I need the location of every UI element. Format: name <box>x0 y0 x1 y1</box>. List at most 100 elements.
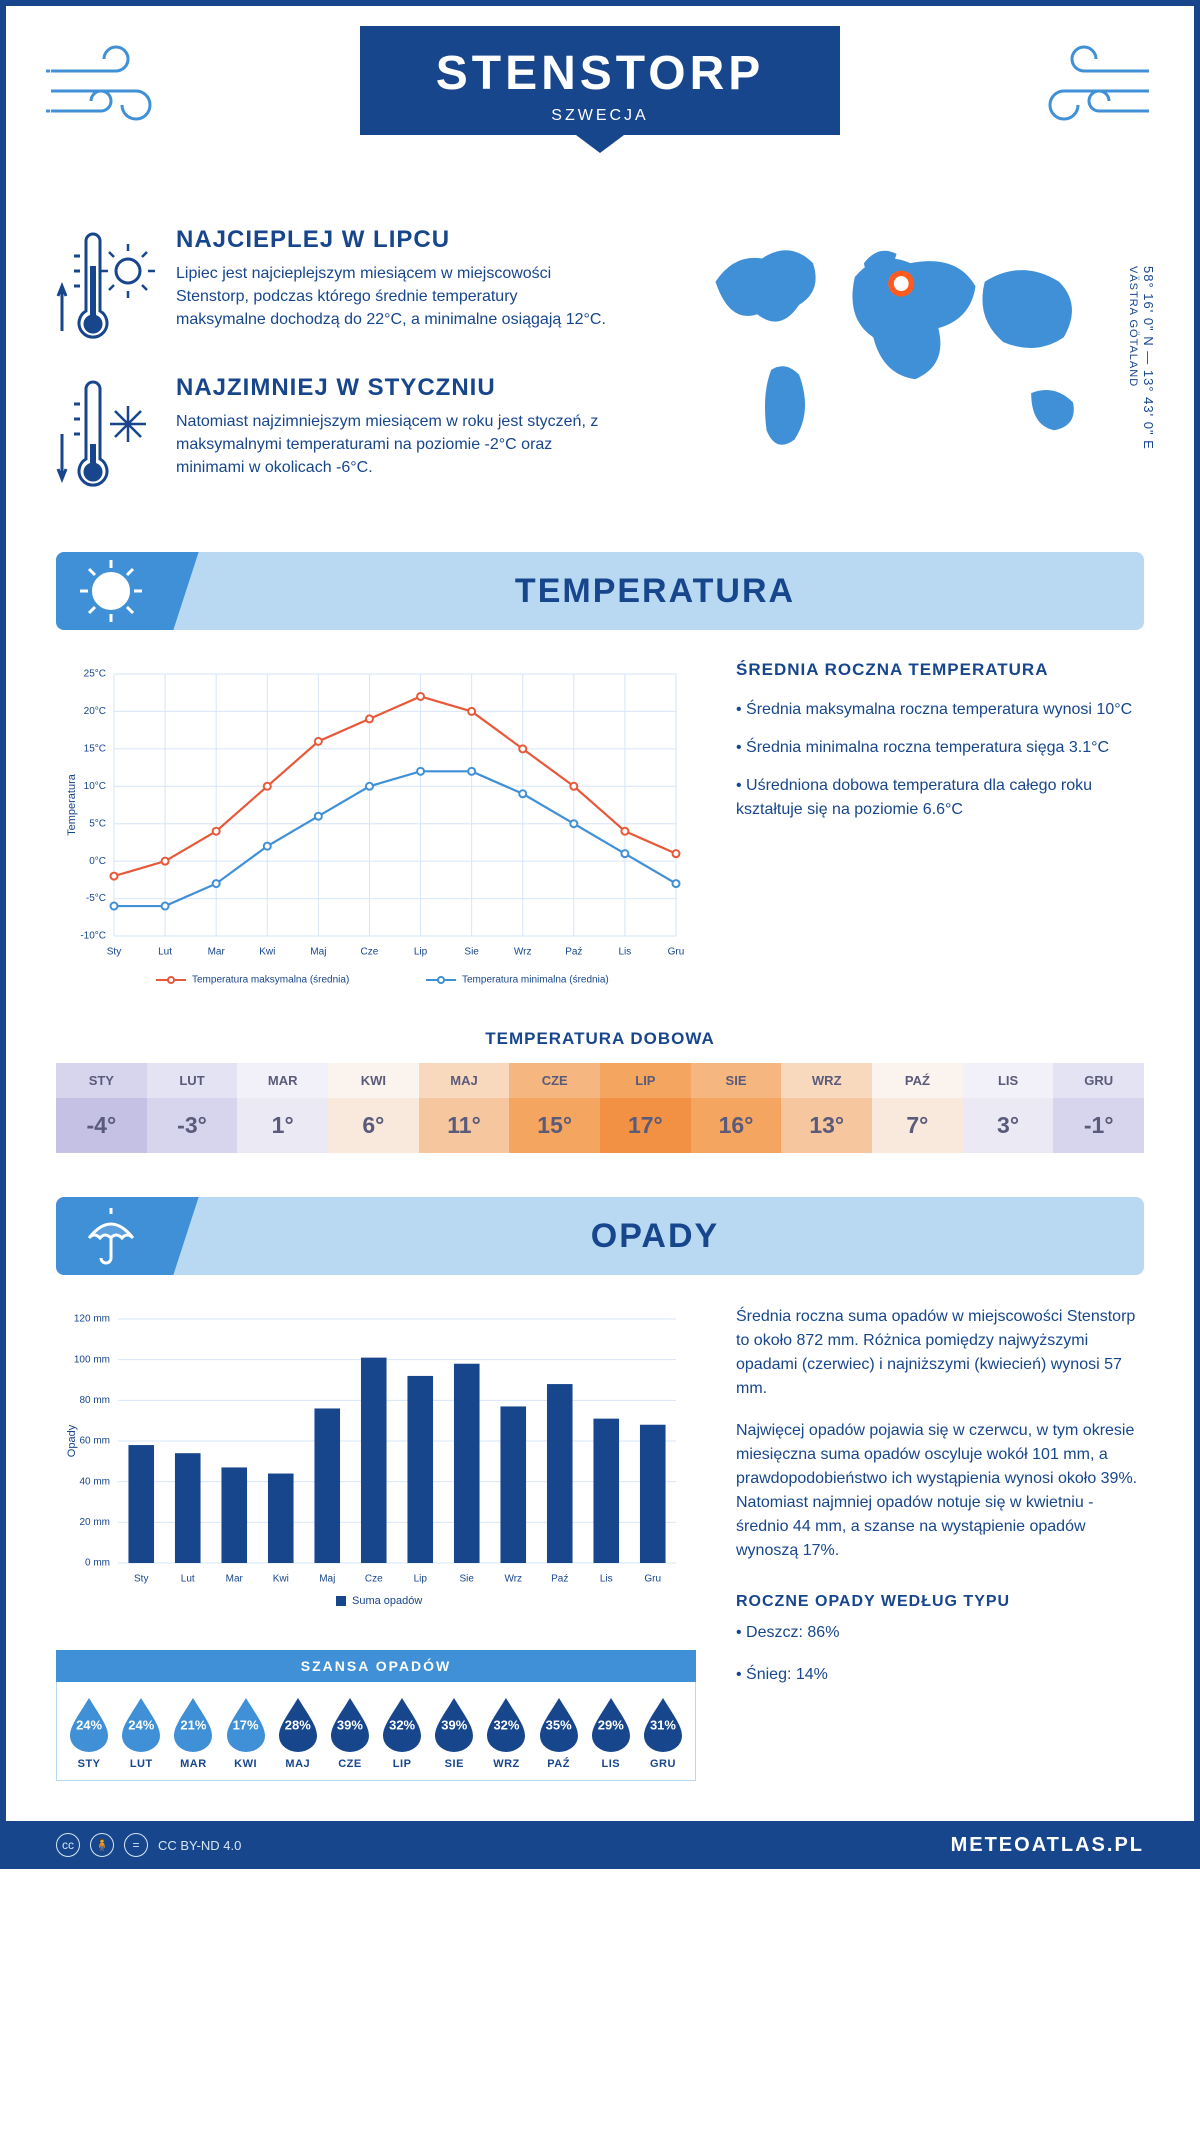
temperature-summary: ŚREDNIA ROCZNA TEMPERATURA • Średnia mak… <box>736 660 1144 1005</box>
footer: cc 🧍 = CC BY-ND 4.0 METEOATLAS.PL <box>6 1821 1194 1869</box>
svg-text:-5°C: -5°C <box>86 893 106 904</box>
svg-text:Mar: Mar <box>226 1574 244 1585</box>
cc-icon: cc <box>56 1833 80 1857</box>
svg-text:20 mm: 20 mm <box>79 1517 110 1528</box>
nd-icon: = <box>124 1833 148 1857</box>
city-name: STENSTORP <box>370 46 830 101</box>
svg-text:Sty: Sty <box>134 1574 148 1585</box>
rain-chance-cell: 21%MAR <box>167 1696 219 1770</box>
coldest-title: NAJZIMNIEJ W STYCZNIU <box>176 374 610 402</box>
rain-chance-cell: 39%CZE <box>324 1696 376 1770</box>
rain-type-item: • Deszcz: 86% <box>736 1621 1144 1645</box>
rain-chance-cell: 24%LUT <box>115 1696 167 1770</box>
svg-text:Opady: Opady <box>66 1424 78 1457</box>
temp-bullet: • Średnia maksymalna roczna temperatura … <box>736 698 1144 722</box>
rain-chance-title: SZANSA OPADÓW <box>56 1650 696 1682</box>
temp-cell: MAR1° <box>237 1063 328 1153</box>
rain-chance-cell: 29%LIS <box>585 1696 637 1770</box>
daily-temp-title: TEMPERATURA DOBOWA <box>56 1029 1144 1049</box>
country-name: SZWECJA <box>370 107 830 125</box>
svg-text:Temperatura: Temperatura <box>66 773 78 836</box>
intro-row: NAJCIEPLEJ W LIPCU Lipiec jest najcieple… <box>56 226 1144 522</box>
temperature-section-header: TEMPERATURA <box>56 552 1144 630</box>
rain-chance-cell: 24%STY <box>63 1696 115 1770</box>
svg-text:Sie: Sie <box>464 947 479 958</box>
svg-text:Kwi: Kwi <box>273 1574 289 1585</box>
warmest-title: NAJCIEPLEJ W LIPCU <box>176 226 610 254</box>
svg-text:Maj: Maj <box>319 1574 335 1585</box>
svg-text:Lis: Lis <box>619 947 632 958</box>
svg-text:120 mm: 120 mm <box>74 1314 110 1325</box>
svg-text:20°C: 20°C <box>84 706 106 717</box>
temp-cell: GRU-1° <box>1053 1063 1144 1153</box>
precipitation-bar-chart: 0 mm20 mm40 mm60 mm80 mm100 mm120 mmOpad… <box>56 1305 696 1625</box>
rain-paragraph: Najwięcej opadów pojawia się w czerwcu, … <box>736 1419 1144 1563</box>
by-icon: 🧍 <box>90 1833 114 1857</box>
temp-bullet: • Średnia minimalna roczna temperatura s… <box>736 736 1144 760</box>
svg-text:10°C: 10°C <box>84 781 106 792</box>
svg-text:Lip: Lip <box>414 1574 428 1585</box>
rain-chance-cell: 39%SIE <box>428 1696 480 1770</box>
svg-text:Lut: Lut <box>158 947 172 958</box>
svg-text:-10°C: -10°C <box>80 931 106 942</box>
svg-text:Sie: Sie <box>460 1574 475 1585</box>
daily-temp-table: STY-4°LUT-3°MAR1°KWI6°MAJ11°CZE15°LIP17°… <box>56 1063 1144 1153</box>
rain-chance-cell: 17%KWI <box>220 1696 272 1770</box>
rain-type-title: ROCZNE OPADY WEDŁUG TYPU <box>736 1593 1144 1611</box>
temp-cell: WRZ13° <box>781 1063 872 1153</box>
svg-text:Gru: Gru <box>644 1574 661 1585</box>
temperature-line-chart: -10°C-5°C0°C5°C10°C15°C20°C25°CStyLutMar… <box>56 660 696 1000</box>
title-banner: STENSTORP SZWECJA <box>360 26 840 135</box>
temperature-title: TEMPERATURA <box>166 572 1144 611</box>
rain-chance-row: 24%STY24%LUT21%MAR17%KWI28%MAJ39%CZE32%L… <box>56 1682 696 1781</box>
header: STENSTORP SZWECJA <box>6 6 1194 196</box>
svg-text:80 mm: 80 mm <box>79 1395 110 1406</box>
site-name: METEOATLAS.PL <box>951 1834 1144 1857</box>
wind-swirl-icon <box>1024 36 1154 136</box>
temp-cell: MAJ11° <box>419 1063 510 1153</box>
temp-cell: SIE16° <box>691 1063 782 1153</box>
rain-type-item: • Śnieg: 14% <box>736 1663 1144 1687</box>
svg-text:Cze: Cze <box>361 947 379 958</box>
svg-text:Cze: Cze <box>365 1574 383 1585</box>
temp-summary-title: ŚREDNIA ROCZNA TEMPERATURA <box>736 660 1144 680</box>
warmest-block: NAJCIEPLEJ W LIPCU Lipiec jest najcieple… <box>56 226 610 346</box>
svg-text:15°C: 15°C <box>84 743 106 754</box>
temp-cell: LIS3° <box>963 1063 1054 1153</box>
svg-text:Wrz: Wrz <box>514 947 532 958</box>
coordinates-text: 58° 16' 0" N — 13° 43' 0" E VÄSTRA GÖTAL… <box>1126 266 1156 450</box>
license-text: CC BY-ND 4.0 <box>158 1838 241 1853</box>
svg-text:Maj: Maj <box>310 947 326 958</box>
thermometer-sun-icon <box>56 226 156 346</box>
rain-chance-cell: 35%PAŹ <box>533 1696 585 1770</box>
infographic-page: STENSTORP SZWECJA <box>0 0 1200 1869</box>
svg-text:Wrz: Wrz <box>504 1574 522 1585</box>
temp-cell: LIP17° <box>600 1063 691 1153</box>
coldest-text: Natomiast najzimniejszym miesiącem w rok… <box>176 410 610 480</box>
svg-text:Lip: Lip <box>414 947 428 958</box>
svg-text:Paź: Paź <box>565 947 582 958</box>
svg-text:Suma opadów: Suma opadów <box>352 1595 422 1607</box>
svg-text:Sty: Sty <box>107 947 121 958</box>
world-map-icon <box>640 226 1144 486</box>
umbrella-icon <box>79 1204 143 1268</box>
svg-text:Gru: Gru <box>668 947 685 958</box>
rain-chance-cell: 31%GRU <box>637 1696 689 1770</box>
temp-cell: PAŹ7° <box>872 1063 963 1153</box>
rain-paragraph: Średnia roczna suma opadów w miejscowośc… <box>736 1305 1144 1401</box>
wind-swirl-icon <box>46 36 176 136</box>
svg-text:5°C: 5°C <box>89 818 106 829</box>
svg-text:Paź: Paź <box>551 1574 568 1585</box>
svg-text:Temperatura minimalna (średnia: Temperatura minimalna (średnia) <box>462 975 609 986</box>
coldest-block: NAJZIMNIEJ W STYCZNIU Natomiast najzimni… <box>56 374 610 494</box>
temp-cell: CZE15° <box>509 1063 600 1153</box>
svg-text:0 mm: 0 mm <box>85 1558 110 1569</box>
svg-text:0°C: 0°C <box>89 856 106 867</box>
map-block: 58° 16' 0" N — 13° 43' 0" E VÄSTRA GÖTAL… <box>640 226 1144 522</box>
thermometer-snow-icon <box>56 374 156 494</box>
svg-text:Kwi: Kwi <box>259 947 275 958</box>
rain-chance-cell: 32%LIP <box>376 1696 428 1770</box>
rain-chance-cell: 28%MAJ <box>272 1696 324 1770</box>
precipitation-title: OPADY <box>166 1217 1144 1256</box>
precipitation-section-header: OPADY <box>56 1197 1144 1275</box>
